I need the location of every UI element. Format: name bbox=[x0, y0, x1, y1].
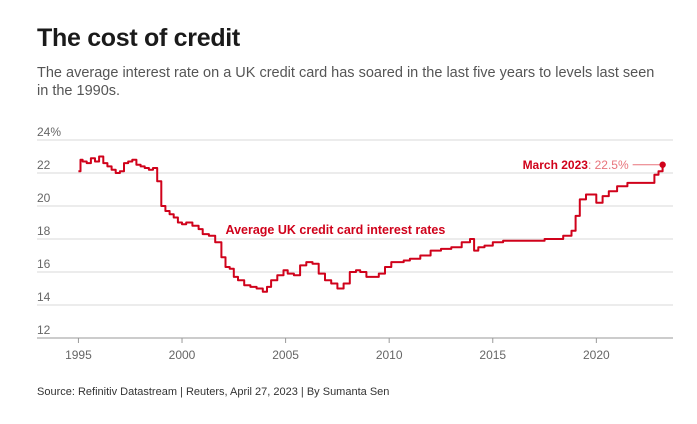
series-label: Average UK credit card interest rates bbox=[226, 223, 446, 237]
x-tick-label: 1995 bbox=[65, 348, 92, 362]
x-tick-label: 2015 bbox=[479, 348, 506, 362]
annotation-date: March 2023 bbox=[523, 158, 589, 172]
chart-title: The cost of credit bbox=[37, 24, 240, 52]
latest-point bbox=[659, 161, 666, 168]
y-tick-label: 24% bbox=[37, 125, 61, 139]
x-tick-label: 2010 bbox=[376, 348, 403, 362]
series-line-credit-card-rates bbox=[78, 155, 664, 293]
annotation-latest: March 2023: 22.5% bbox=[523, 158, 666, 172]
x-tick-label: 2005 bbox=[272, 348, 299, 362]
annotation-value: : 22.5% bbox=[588, 158, 629, 172]
source-note: Source: Refinitiv Datastream | Reuters, … bbox=[37, 386, 390, 398]
x-tick-label: 2020 bbox=[583, 348, 610, 362]
y-tick-label: 14 bbox=[37, 290, 51, 304]
y-axis-ticks: 12 14 16 18 20 22 24% bbox=[37, 125, 61, 337]
y-tick-label: 12 bbox=[37, 323, 51, 337]
y-tick-label: 22 bbox=[37, 158, 51, 172]
y-tick-label: 18 bbox=[37, 224, 51, 238]
y-tick-label: 20 bbox=[37, 191, 51, 205]
x-tick-label: 2000 bbox=[169, 348, 196, 362]
chart-subtitle: The average interest rate on a UK credit… bbox=[37, 65, 655, 99]
x-axis: 1995 2000 2005 2010 2015 2020 bbox=[65, 338, 610, 362]
annotation-label: March 2023: 22.5% bbox=[523, 158, 629, 172]
y-tick-label: 16 bbox=[37, 257, 51, 271]
